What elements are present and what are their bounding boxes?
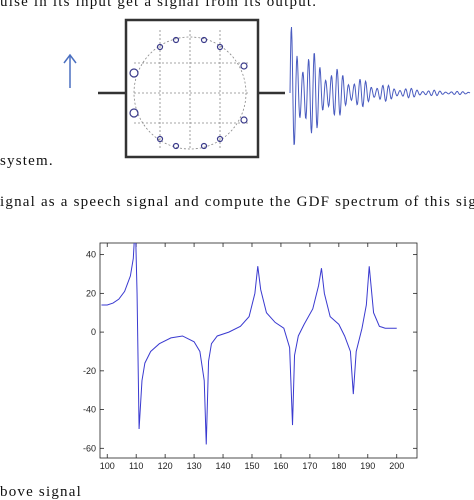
line-series — [101, 243, 397, 445]
y-tick-label: 20 — [86, 288, 96, 298]
x-tick-label: 110 — [129, 461, 143, 471]
text-line: ulse in its input get a signal from its … — [0, 0, 317, 10]
y-tick-label: 40 — [86, 250, 96, 260]
y-tick-label: -20 — [83, 366, 96, 376]
x-tick-label: 100 — [100, 461, 115, 471]
x-tick-label: 150 — [244, 461, 259, 471]
pz-points — [129, 36, 248, 150]
caption: bove signal — [0, 484, 82, 500]
arrow-head — [63, 53, 77, 64]
x-tick-label: 200 — [389, 461, 404, 471]
x-tick-label: 140 — [216, 461, 231, 471]
y-tick-label: -60 — [83, 443, 96, 453]
plot-frame — [99, 242, 418, 459]
system-box — [124, 18, 260, 159]
y-tick-label: 0 — [91, 327, 96, 337]
x-tick-label: 190 — [360, 461, 375, 471]
pz-grid — [133, 30, 250, 150]
chart: 100 110 120 130 140 150 160 170 180 190 200-60-40-… — [83, 243, 417, 471]
output-signal — [289, 26, 471, 146]
y-tick-label: -40 — [83, 405, 96, 415]
system-figure — [63, 18, 471, 159]
x-tick-label: 180 — [331, 461, 346, 471]
caption: system. — [0, 153, 54, 169]
x-tick-label: 160 — [273, 461, 288, 471]
x-tick-label: 120 — [158, 461, 173, 471]
text-line: ignal as a speech signal and compute the… — [0, 194, 474, 210]
x-tick-label: 170 — [302, 461, 317, 471]
x-tick-label: 130 — [187, 461, 202, 471]
